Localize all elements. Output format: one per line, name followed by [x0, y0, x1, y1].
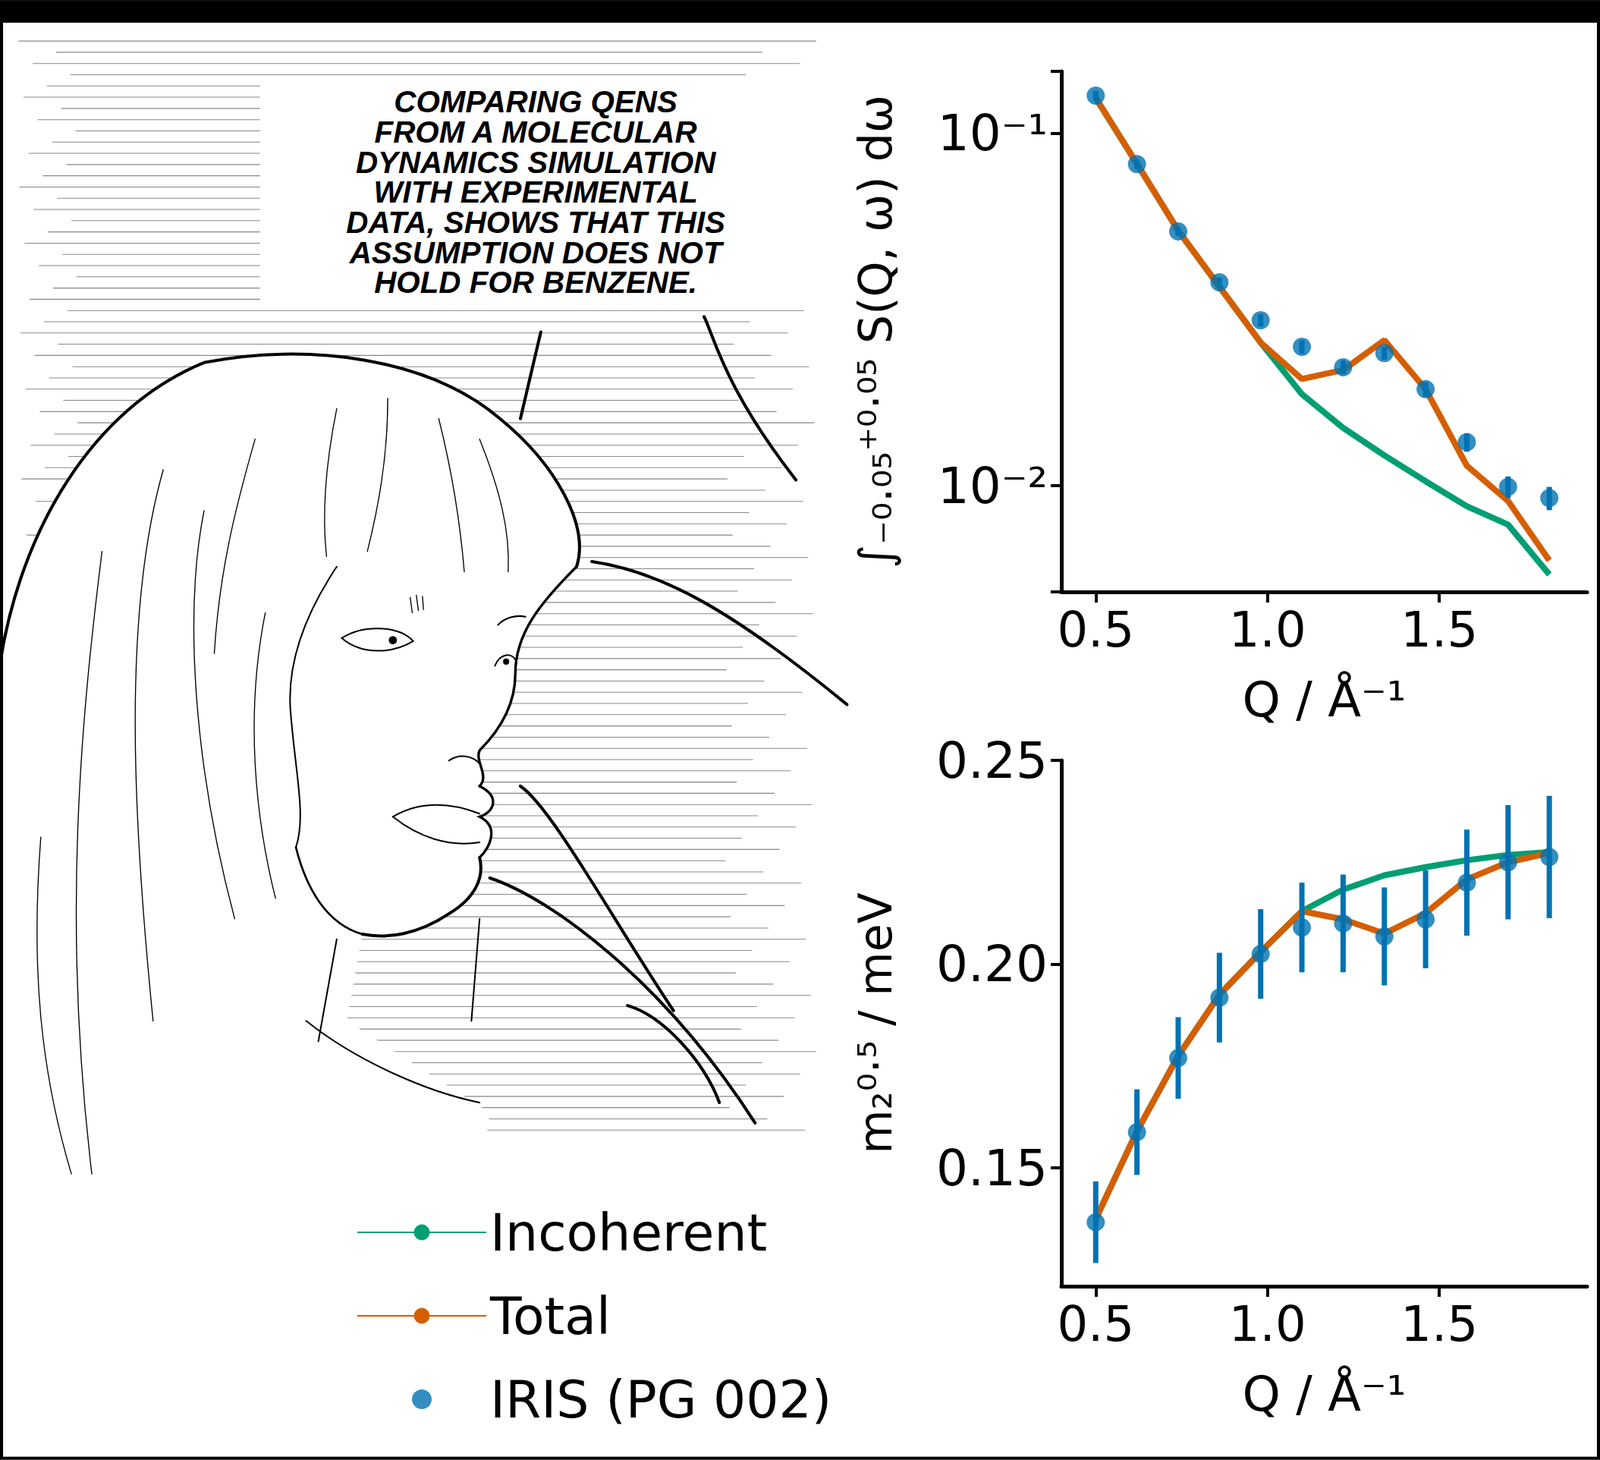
svg-text:1.0: 1.0: [1229, 1295, 1307, 1352]
svg-text:Incoherent: Incoherent: [490, 1202, 767, 1263]
svg-text:WITH EXPERIMENTAL: WITH EXPERIMENTAL: [373, 174, 698, 210]
svg-text:Q / Å⁻¹: Q / Å⁻¹: [1242, 670, 1407, 728]
svg-text:Total: Total: [489, 1285, 611, 1346]
svg-text:0.20: 0.20: [936, 934, 1048, 994]
svg-text:Q / Å⁻¹: Q / Å⁻¹: [1242, 1364, 1407, 1422]
svg-text:1.5: 1.5: [1400, 1295, 1478, 1352]
svg-text:DYNAMICS SIMULATION: DYNAMICS SIMULATION: [355, 144, 716, 180]
svg-text:FROM A MOLECULAR: FROM A MOLECULAR: [374, 114, 697, 150]
svg-text:1.0: 1.0: [1229, 601, 1307, 658]
svg-text:10⁻²: 10⁻²: [937, 456, 1048, 516]
svg-text:0.5: 0.5: [1056, 1295, 1135, 1352]
svg-text:∫₋₀.₀₅⁺⁰·⁰⁵ S(Q, ω) dω: ∫₋₀.₀₅⁺⁰·⁰⁵ S(Q, ω) dω: [848, 94, 903, 569]
svg-text:COMPARING QENS: COMPARING QENS: [393, 84, 678, 120]
svg-text:10⁻¹: 10⁻¹: [937, 103, 1048, 163]
svg-text:IRIS (PG 002): IRIS (PG 002): [490, 1369, 832, 1430]
svg-text:m₂⁰·⁵ / meV: m₂⁰·⁵ / meV: [848, 892, 903, 1154]
svg-text:0.15: 0.15: [936, 1138, 1048, 1198]
svg-text:1.5: 1.5: [1400, 601, 1478, 658]
svg-text:0.5: 0.5: [1056, 601, 1135, 658]
svg-text:HOLD FOR BENZENE.: HOLD FOR BENZENE.: [374, 264, 698, 300]
svg-text:ASSUMPTION DOES NOT: ASSUMPTION DOES NOT: [349, 234, 722, 270]
svg-text:0.25: 0.25: [936, 731, 1048, 790]
svg-text:DATA, SHOWS THAT THIS: DATA, SHOWS THAT THIS: [346, 204, 726, 240]
